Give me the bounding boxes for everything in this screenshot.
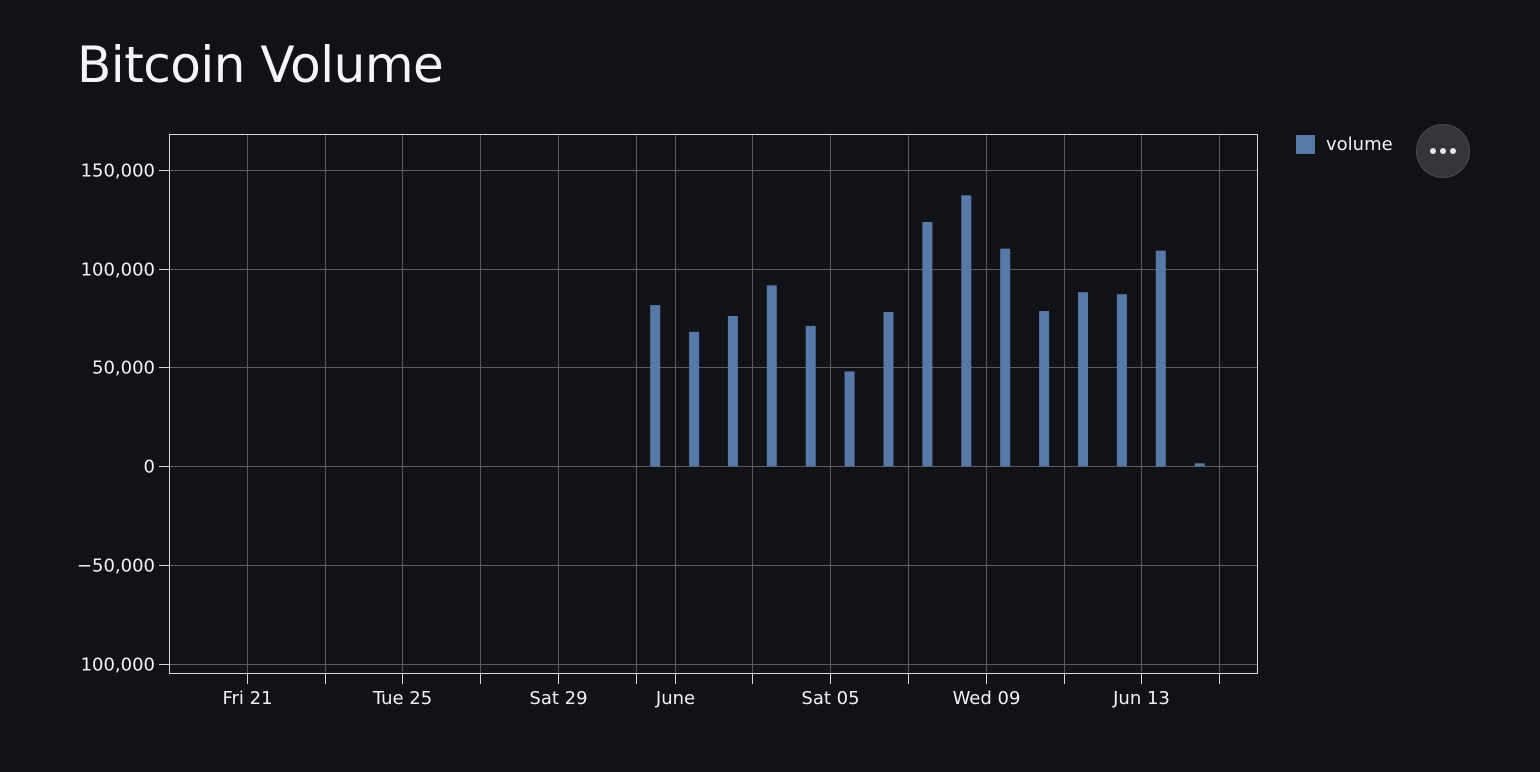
bar [689, 331, 700, 467]
bar [766, 285, 777, 467]
y-tick-label: 100,000 [81, 655, 155, 676]
more-horizontal-icon [1430, 148, 1456, 154]
x-tick-label: June [655, 688, 695, 709]
bar [844, 371, 855, 467]
legend-swatch-volume [1296, 135, 1315, 154]
bar [1116, 294, 1127, 467]
bar [1155, 250, 1166, 467]
bars [650, 195, 1205, 467]
y-tick-label: 50,000 [92, 358, 155, 379]
more-options-button[interactable] [1416, 124, 1470, 178]
bar [1078, 292, 1088, 467]
y-tick-label: 0 [144, 457, 155, 478]
x-tick-label: Tue 25 [372, 688, 432, 709]
page-title: Bitcoin Volume [77, 36, 444, 94]
bar [1194, 463, 1205, 467]
bar [1039, 311, 1050, 467]
plot-frame [169, 134, 1258, 674]
x-tick-label: Sat 29 [529, 688, 587, 709]
bar [805, 325, 816, 467]
grid-lines [169, 134, 1258, 674]
bar [922, 222, 933, 467]
y-tick-label: −50,000 [77, 556, 155, 577]
legend-label-volume: volume [1326, 134, 1393, 155]
x-tick-label: Jun 13 [1112, 688, 1170, 709]
y-tick-label: 150,000 [81, 161, 155, 182]
bar [650, 305, 661, 467]
legend: volume [1296, 134, 1393, 155]
bar [1000, 248, 1011, 467]
x-tick-label: Sat 05 [801, 688, 859, 709]
tick-labels: Fri 21 Tue 25 Sat 29 June Sat 05 Wed 09 Jun 13… [77, 161, 1170, 710]
bar [961, 195, 972, 467]
x-tick-label: Fri 21 [222, 688, 272, 709]
bar [727, 316, 738, 467]
axes [159, 134, 1258, 684]
y-tick-label: 100,000 [81, 260, 155, 281]
x-tick-label: Wed 09 [953, 688, 1021, 709]
bar [883, 312, 894, 467]
